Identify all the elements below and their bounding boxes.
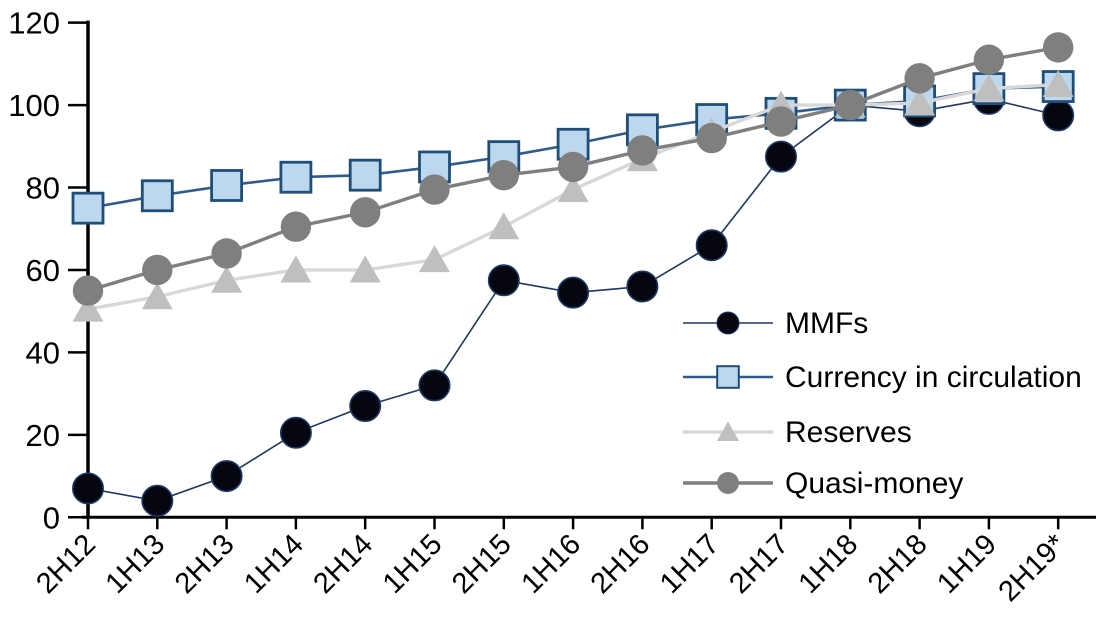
legend-item-quasi-money: Quasi-money bbox=[683, 467, 963, 500]
circle-marker bbox=[973, 44, 1005, 75]
circle-marker bbox=[488, 159, 519, 191]
circle-marker bbox=[835, 89, 866, 121]
circle-marker bbox=[72, 472, 105, 505]
legend-circle-marker bbox=[717, 472, 739, 494]
circle-marker bbox=[627, 135, 658, 166]
triangle-marker bbox=[1042, 69, 1074, 97]
circle-marker bbox=[557, 276, 590, 309]
triangle-marker bbox=[904, 88, 936, 116]
x-tick-label: 1H19 bbox=[931, 528, 1003, 600]
circle-marker bbox=[211, 238, 242, 269]
circle-marker bbox=[1042, 99, 1075, 132]
triangle-marker bbox=[280, 255, 312, 283]
circle-marker bbox=[349, 390, 382, 423]
x-tick-label: 2H12 bbox=[30, 528, 102, 600]
y-tick-label: 80 bbox=[26, 171, 60, 206]
legend-triangle-marker bbox=[716, 421, 740, 441]
y-tick-label: 40 bbox=[26, 335, 60, 370]
triangle-marker bbox=[141, 282, 173, 310]
x-tick-label: 2H18 bbox=[862, 528, 934, 600]
x-tick-label: 1H15 bbox=[377, 528, 449, 600]
circle-marker bbox=[557, 151, 589, 183]
circle-marker bbox=[280, 211, 312, 242]
circle-marker bbox=[419, 174, 450, 205]
circle-marker bbox=[765, 106, 797, 137]
legend-item-currency-in-circulation: Currency in circulation bbox=[683, 361, 1082, 394]
legend-item-mmfs: MMFs bbox=[683, 307, 868, 340]
triangle-marker bbox=[349, 255, 381, 283]
x-tick-label: 1H18 bbox=[793, 528, 865, 600]
x-tick-label: 2H14 bbox=[307, 528, 379, 600]
legend-item-reserves: Reserves bbox=[683, 416, 912, 449]
circle-marker bbox=[141, 484, 174, 517]
legend-label: Currency in circulation bbox=[785, 361, 1082, 394]
circle-marker bbox=[695, 229, 728, 262]
x-tick-label: 2H16 bbox=[585, 528, 657, 600]
x-tick-label: 1H17 bbox=[654, 528, 726, 600]
y-tick-label: 100 bbox=[8, 88, 60, 123]
legend-label: MMFs bbox=[785, 307, 868, 340]
legend-circle-marker bbox=[716, 311, 740, 335]
circle-marker bbox=[350, 197, 381, 228]
series-quasi-money bbox=[72, 32, 1074, 306]
circle-marker bbox=[1043, 32, 1074, 63]
circle-marker bbox=[210, 460, 243, 493]
y-tick-label: 20 bbox=[26, 418, 60, 453]
triangle-marker bbox=[72, 294, 104, 322]
x-tick-label: 1H14 bbox=[238, 528, 310, 600]
square-marker bbox=[210, 169, 244, 202]
circle-marker bbox=[279, 416, 312, 449]
triangle-marker bbox=[973, 74, 1005, 102]
circle-marker bbox=[418, 369, 451, 402]
circle-marker bbox=[696, 122, 727, 154]
circle-marker bbox=[72, 275, 104, 306]
x-tick-label: 2H19* bbox=[993, 528, 1073, 608]
square-marker bbox=[71, 191, 105, 225]
y-tick-label: 0 bbox=[43, 500, 60, 535]
triangle-marker bbox=[419, 245, 450, 273]
x-tick-label: 1H13 bbox=[100, 528, 172, 600]
y-tick-label: 60 bbox=[26, 253, 60, 288]
legend-square-marker bbox=[716, 365, 740, 389]
x-tick-label: 1H16 bbox=[515, 528, 587, 600]
square-marker bbox=[140, 179, 174, 213]
legend-label: Reserves bbox=[785, 416, 912, 449]
triangle-marker bbox=[488, 212, 520, 240]
circle-marker bbox=[487, 264, 520, 297]
legend: MMFs Currency in circulation Reserves Quasi… bbox=[683, 307, 1082, 500]
x-tick-label: 2H15 bbox=[446, 528, 518, 600]
legend-label: Quasi-money bbox=[785, 467, 963, 500]
circle-marker bbox=[904, 63, 935, 94]
x-tick-label: 2H13 bbox=[169, 528, 241, 600]
circle-marker bbox=[626, 270, 659, 303]
y-tick-label: 120 bbox=[8, 6, 60, 41]
square-marker bbox=[279, 160, 313, 194]
x-tick-label: 2H17 bbox=[723, 528, 795, 600]
circle-marker bbox=[764, 140, 797, 173]
triangle-marker bbox=[557, 175, 589, 203]
square-marker bbox=[348, 158, 382, 192]
triangle-marker bbox=[211, 265, 243, 293]
circle-marker bbox=[142, 254, 173, 286]
